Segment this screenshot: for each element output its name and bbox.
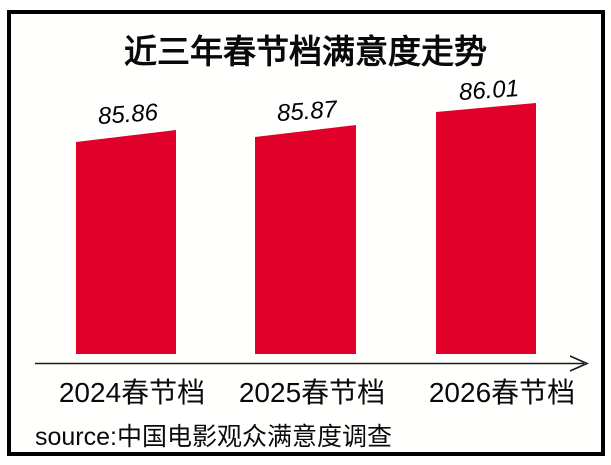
bar-2026: [436, 103, 536, 354]
source-caption: source:中国电影观众满意度调查: [35, 423, 392, 451]
chart-title: 近三年春节档满意度走势: [124, 33, 487, 70]
chart-border-frame: [7, 10, 605, 456]
x-axis-label-2025: 2025春节档: [238, 377, 386, 408]
x-axis-arrowhead-icon: [569, 355, 589, 372]
bar-2025: [255, 125, 356, 354]
x-axis-label-2024: 2024春节档: [58, 377, 206, 408]
x-axis-label-2026: 2026春节档: [428, 377, 576, 408]
bar-2024: [76, 130, 176, 354]
